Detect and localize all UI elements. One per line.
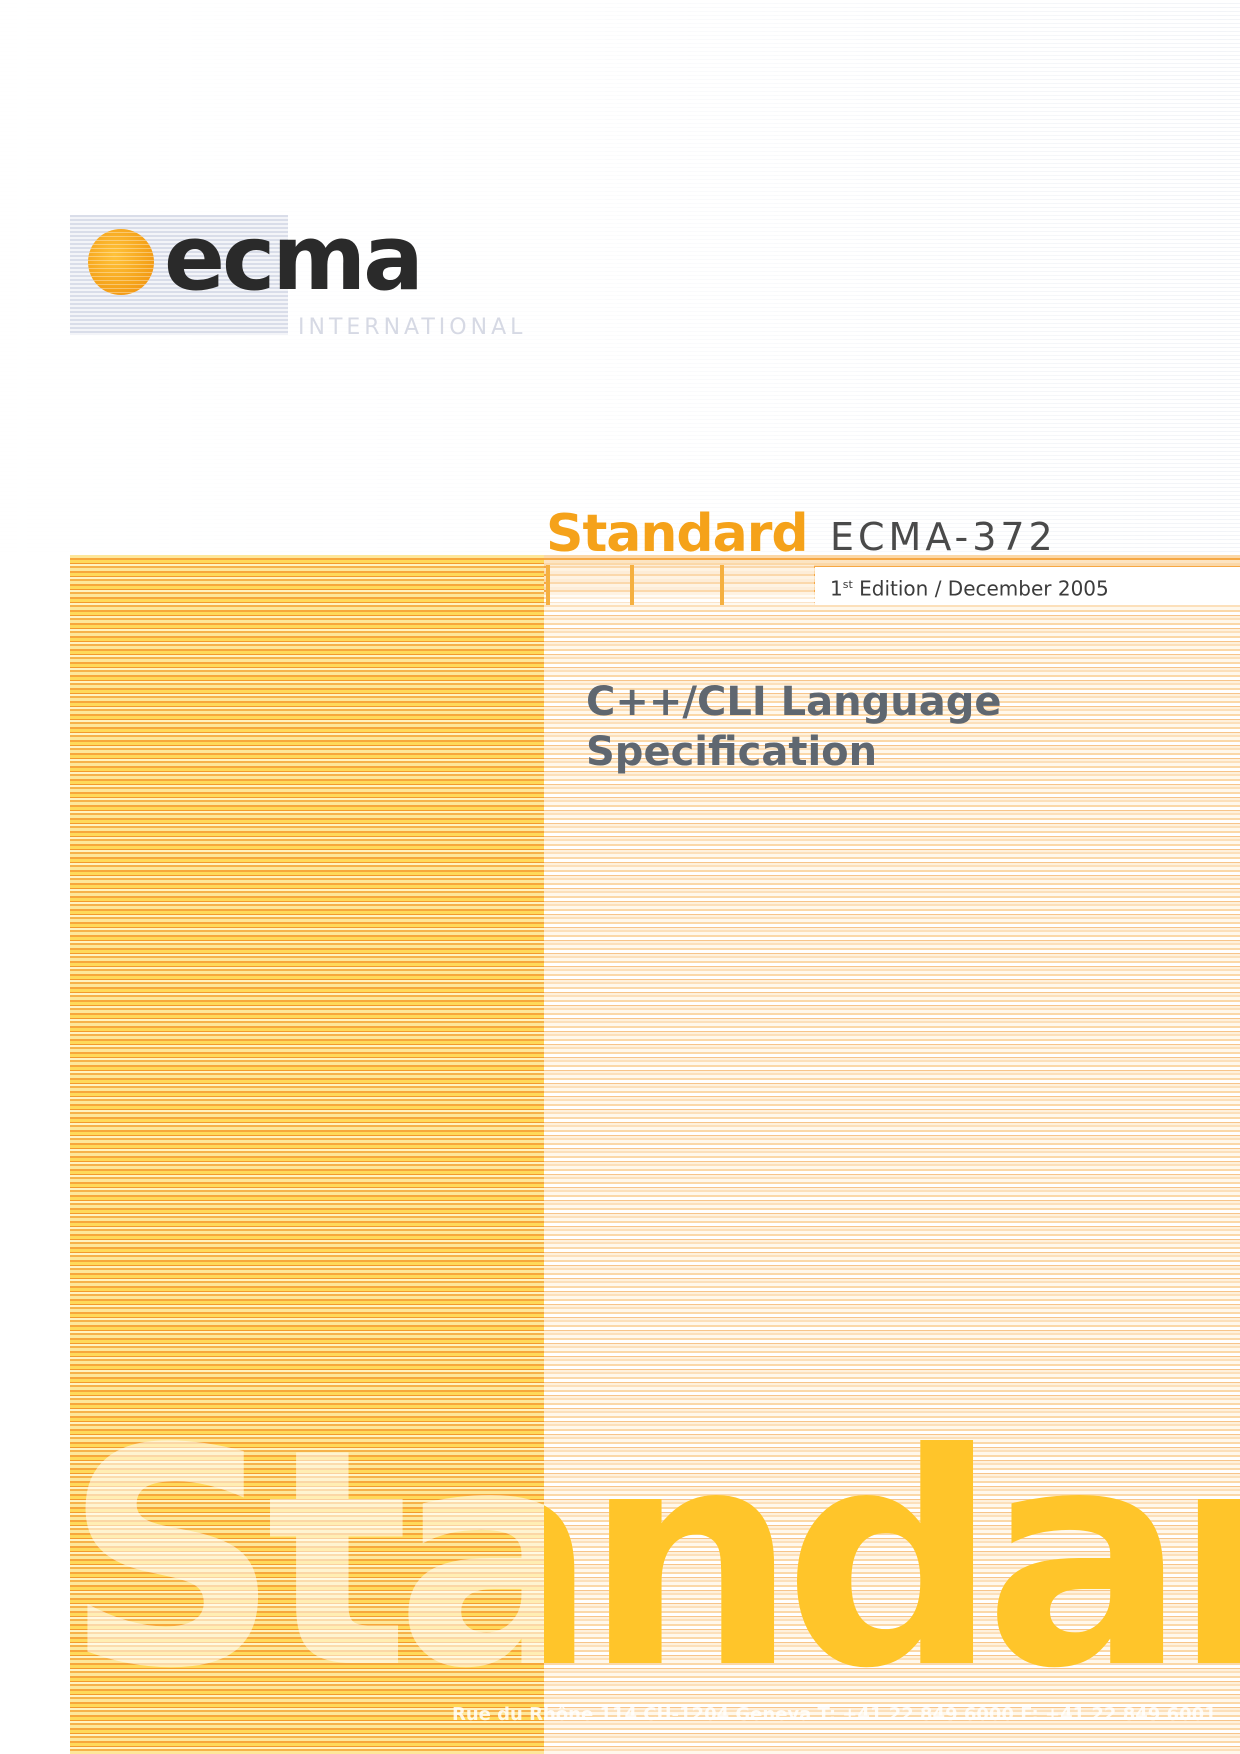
striped-panel-left	[70, 555, 544, 1754]
edition-ordinal: 1	[830, 576, 843, 601]
watermark-text-highlight: Standard	[544, 1440, 1240, 1710]
striped-panel-right	[544, 555, 1240, 1754]
address-line: Rue du Rhône 114 CH-1204 Geneva T: +41 2…	[452, 1704, 1217, 1725]
edition-bar	[815, 567, 1240, 605]
standard-label: Standard	[546, 504, 809, 564]
watermark-highlight: Standard	[544, 1440, 1240, 1710]
logo-dot-icon	[88, 229, 154, 295]
logo-subtitle: INTERNATIONAL	[298, 315, 527, 340]
document-title: C++/CLI Language Specification	[586, 677, 1206, 777]
watermark: Standard	[70, 1440, 1240, 1710]
title-line-1: C++/CLI Language	[586, 679, 1002, 725]
decorative-boxes	[546, 565, 814, 605]
edition-suffix: st	[842, 578, 853, 591]
ecma-logo: ecma INTERNATIONAL	[70, 209, 540, 345]
title-line-2: Specification	[586, 729, 878, 775]
watermark-text: Standard	[70, 1440, 1240, 1710]
standard-code: ECMA-372	[830, 515, 1057, 559]
edition-text: Edition / December 2005	[859, 576, 1109, 601]
logo-wordmark: ecma	[164, 206, 424, 311]
edition-line: 1st Edition / December 2005	[830, 571, 1109, 603]
